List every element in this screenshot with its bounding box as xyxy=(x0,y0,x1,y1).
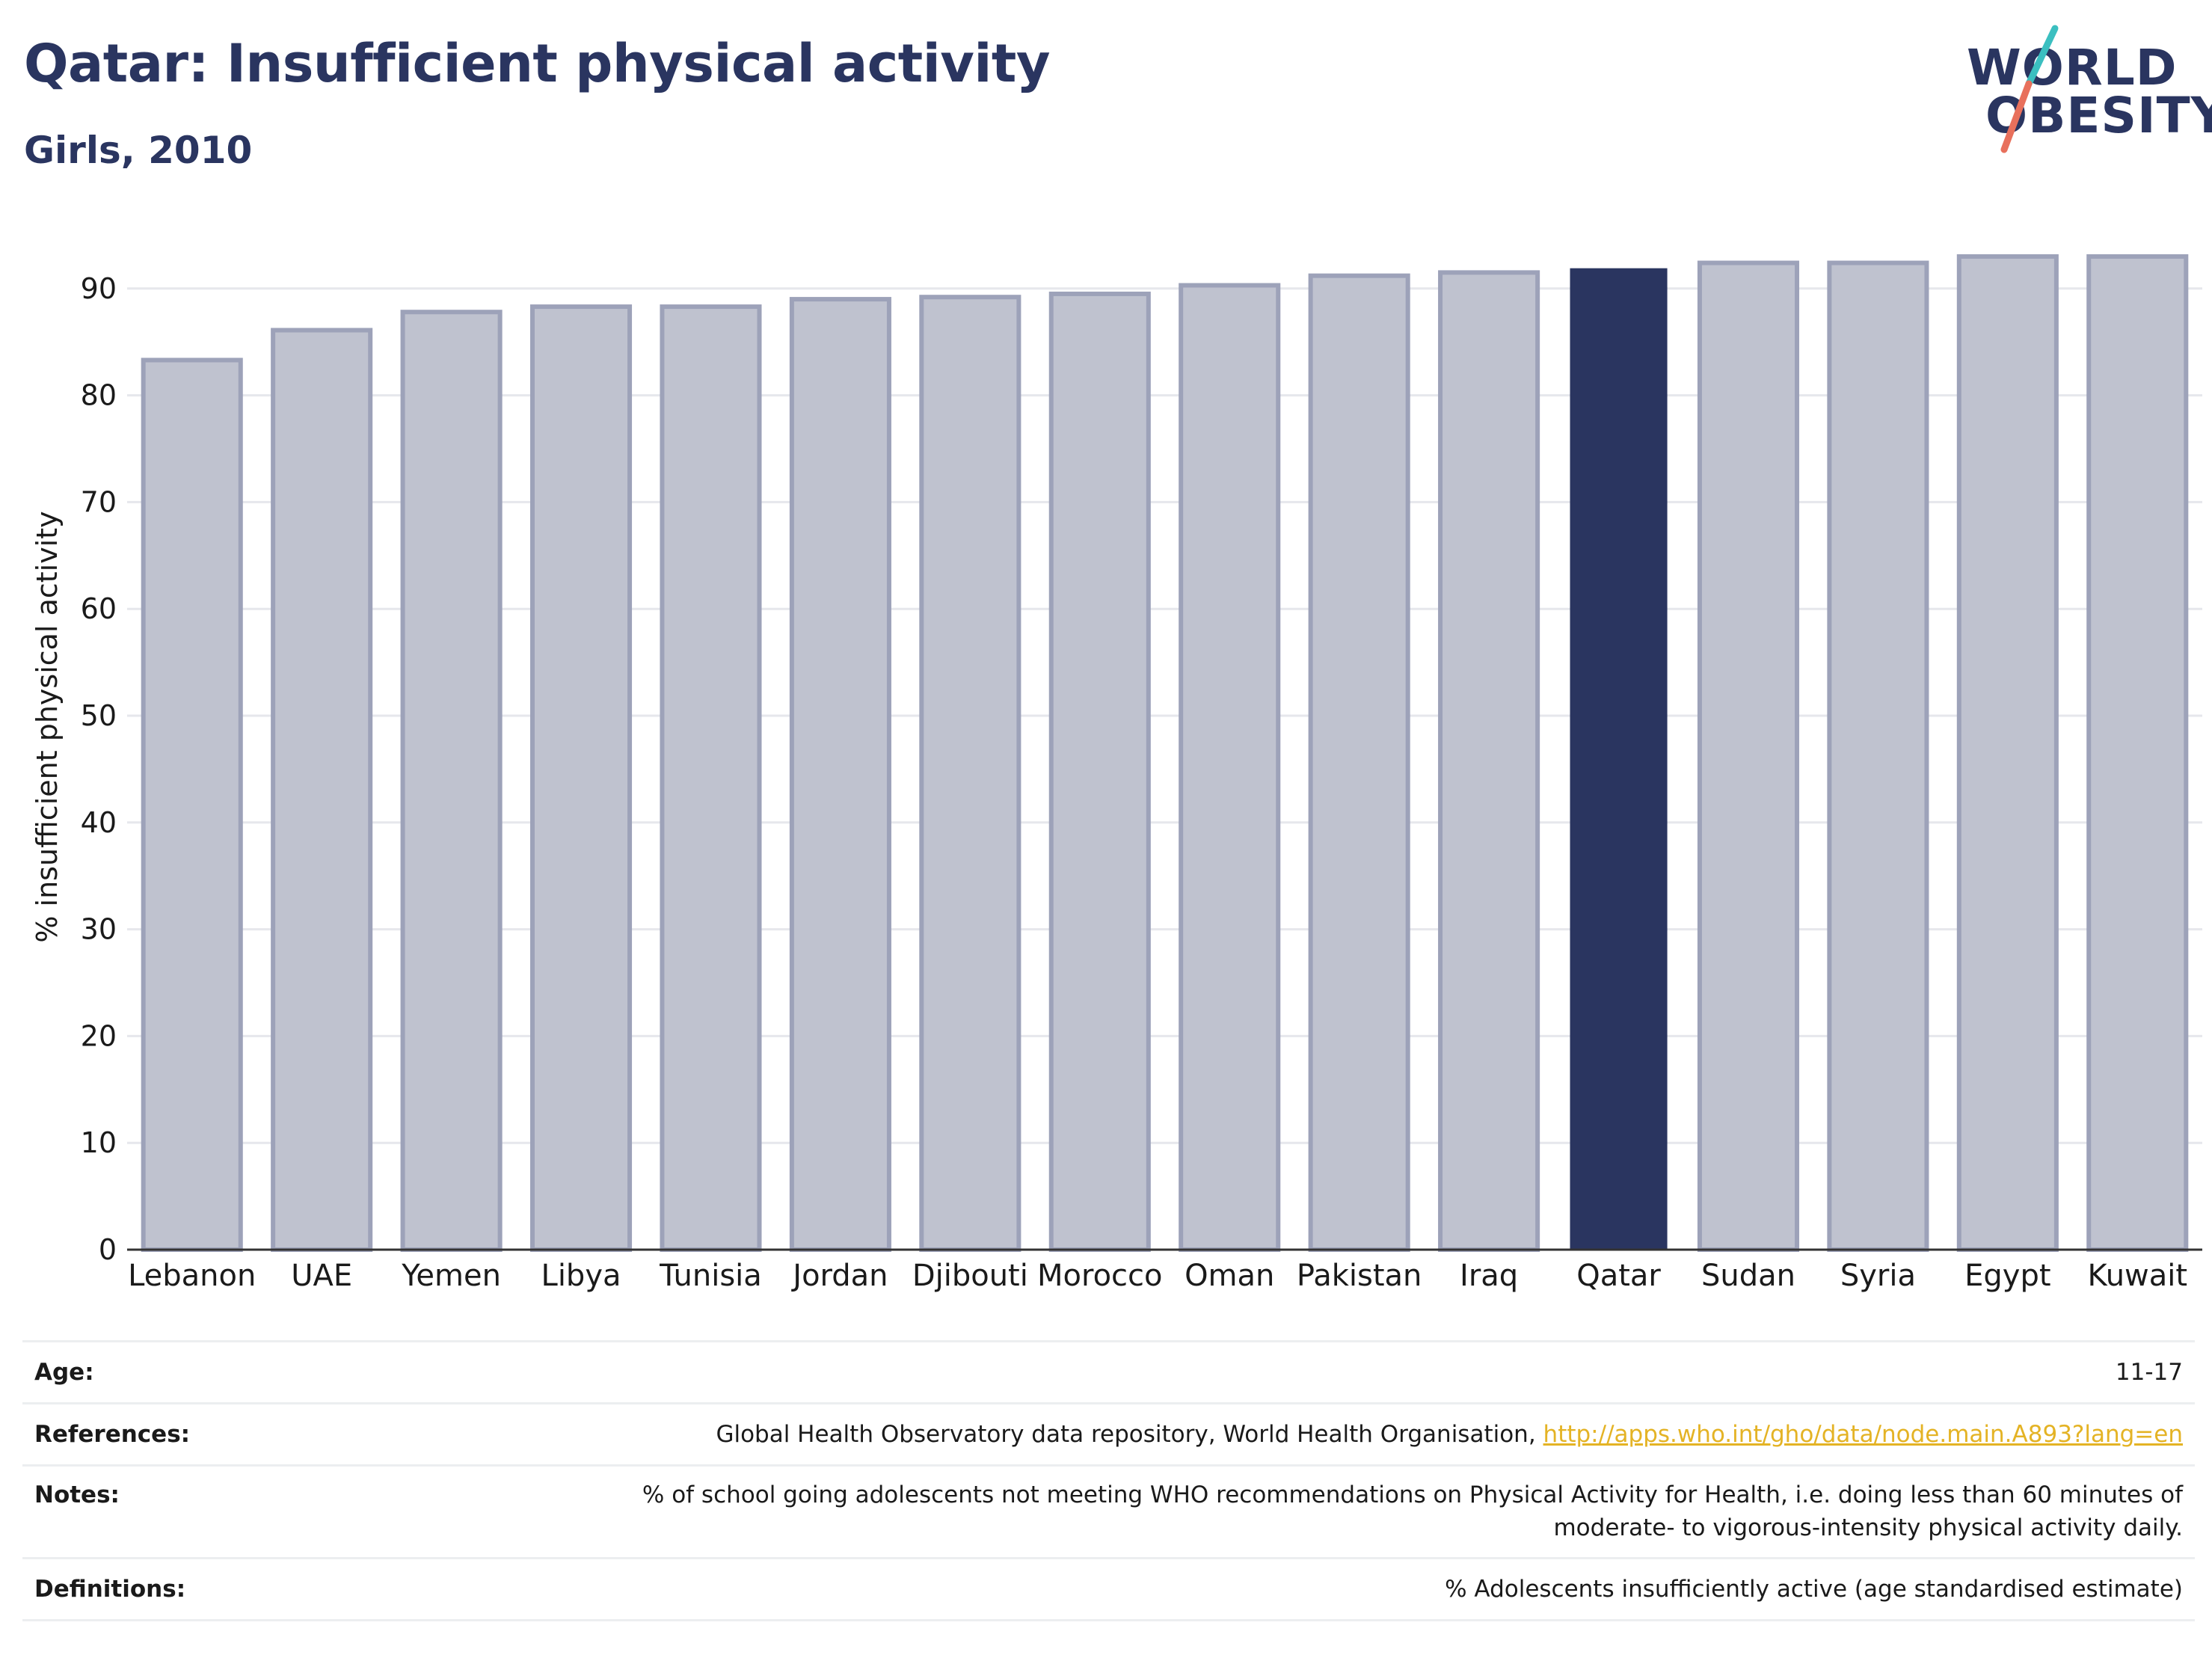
x-tick-label: Oman xyxy=(1185,1259,1274,1293)
x-tick-label: Kuwait xyxy=(2087,1259,2187,1293)
y-tick-label: 70 xyxy=(81,485,117,518)
bar-uae[interactable] xyxy=(271,328,373,1253)
logo-text-world: WORLD xyxy=(1967,39,2178,96)
x-tick-label: Qatar xyxy=(1576,1259,1661,1293)
definitions-label: Definitions: xyxy=(34,1576,186,1603)
y-tick-label: 30 xyxy=(81,913,117,946)
info-row-definitions: Definitions: % Adolescents insufficientl… xyxy=(22,1557,2195,1621)
notes-line-2: moderate- to vigorous-intensity physical… xyxy=(1553,1514,2183,1541)
bar-chart: 0 10 20 30 40 50 60 70 80 90 Lebanon UAE Yemen Libya T… xyxy=(31,254,2202,1293)
x-tick-label: Djibouti xyxy=(912,1259,1028,1293)
x-tick-label: Syria xyxy=(1840,1259,1916,1293)
x-tick-label: Jordan xyxy=(790,1259,888,1293)
y-tick-label: 60 xyxy=(81,592,117,625)
y-tick-label: 90 xyxy=(81,272,117,305)
bar-libya[interactable] xyxy=(529,304,633,1252)
x-tick-label: Iraq xyxy=(1460,1259,1518,1293)
age-value: 11-17 xyxy=(2115,1359,2183,1386)
x-tick-label: Egypt xyxy=(1964,1259,2050,1293)
y-tick-label: 50 xyxy=(81,699,117,732)
x-tick-label: Tunisia xyxy=(659,1259,762,1293)
info-table: Age: 11-17 References: Global Health Obs… xyxy=(22,1340,2195,1621)
info-row-references: References: Global Health Observatory da… xyxy=(22,1402,2195,1464)
bar-iraq[interactable] xyxy=(1438,270,1540,1252)
bar-kuwait[interactable] xyxy=(2086,254,2189,1253)
axes: 0 10 20 30 40 50 60 70 80 90 Lebanon UAE Yemen Libya T… xyxy=(81,272,2202,1293)
y-tick-label: 80 xyxy=(81,379,117,412)
references-label: References: xyxy=(34,1421,191,1448)
logo-slash-icon xyxy=(2000,25,2059,153)
definitions-value: % Adolescents insufficiently active (age… xyxy=(1445,1576,2183,1603)
world-obesity-logo: WORLD OBESITY xyxy=(1944,22,2212,157)
bar-lebanon[interactable] xyxy=(141,357,243,1253)
bar-djibouti[interactable] xyxy=(919,295,1021,1252)
notes-value: % of school going adolescents not meetin… xyxy=(642,1479,2195,1544)
bar-jordan[interactable] xyxy=(789,297,891,1253)
references-link[interactable]: http://apps.who.int/gho/data/node.main.A… xyxy=(1543,1421,2183,1448)
x-tick-label: Morocco xyxy=(1037,1259,1162,1293)
age-label: Age: xyxy=(34,1359,94,1386)
notes-line-1: % of school going adolescents not meetin… xyxy=(642,1481,2183,1508)
x-tick-label: Libya xyxy=(541,1259,621,1293)
bars xyxy=(141,254,2189,1253)
y-axis-label: % insufficient physical activity xyxy=(31,511,64,942)
x-tick-label: Lebanon xyxy=(128,1259,256,1293)
bar-qatar[interactable] xyxy=(1570,268,1668,1250)
bar-egypt[interactable] xyxy=(1956,254,2059,1253)
x-tick-label: UAE xyxy=(291,1259,352,1293)
bar-syria[interactable] xyxy=(1827,260,1929,1253)
bar-tunisia[interactable] xyxy=(660,304,762,1252)
y-tick-label: 10 xyxy=(81,1126,117,1159)
notes-label: Notes: xyxy=(34,1481,120,1508)
x-tick-label: Yemen xyxy=(401,1259,501,1293)
chart-title: Qatar: Insufficient physical activity xyxy=(24,33,1050,94)
chart-subtitle: Girls, 2010 xyxy=(24,129,253,172)
references-text: Global Health Observatory data repositor… xyxy=(716,1421,1543,1448)
references-value: Global Health Observatory data repositor… xyxy=(716,1418,2195,1451)
x-tick-label: Sudan xyxy=(1701,1259,1795,1293)
info-row-age: Age: 11-17 xyxy=(22,1340,2195,1402)
y-tick-label: 20 xyxy=(81,1019,117,1052)
y-tick-label: 40 xyxy=(81,806,117,839)
info-row-notes: Notes: % of school going adolescents not… xyxy=(22,1464,2195,1557)
bar-oman[interactable] xyxy=(1179,283,1281,1252)
bar-pakistan[interactable] xyxy=(1308,273,1410,1253)
bar-sudan[interactable] xyxy=(1697,260,1800,1253)
y-tick-label: 0 xyxy=(99,1233,117,1266)
bar-morocco[interactable] xyxy=(1048,291,1151,1253)
bar-yemen[interactable] xyxy=(400,310,503,1253)
x-tick-label: Pakistan xyxy=(1297,1259,1422,1293)
